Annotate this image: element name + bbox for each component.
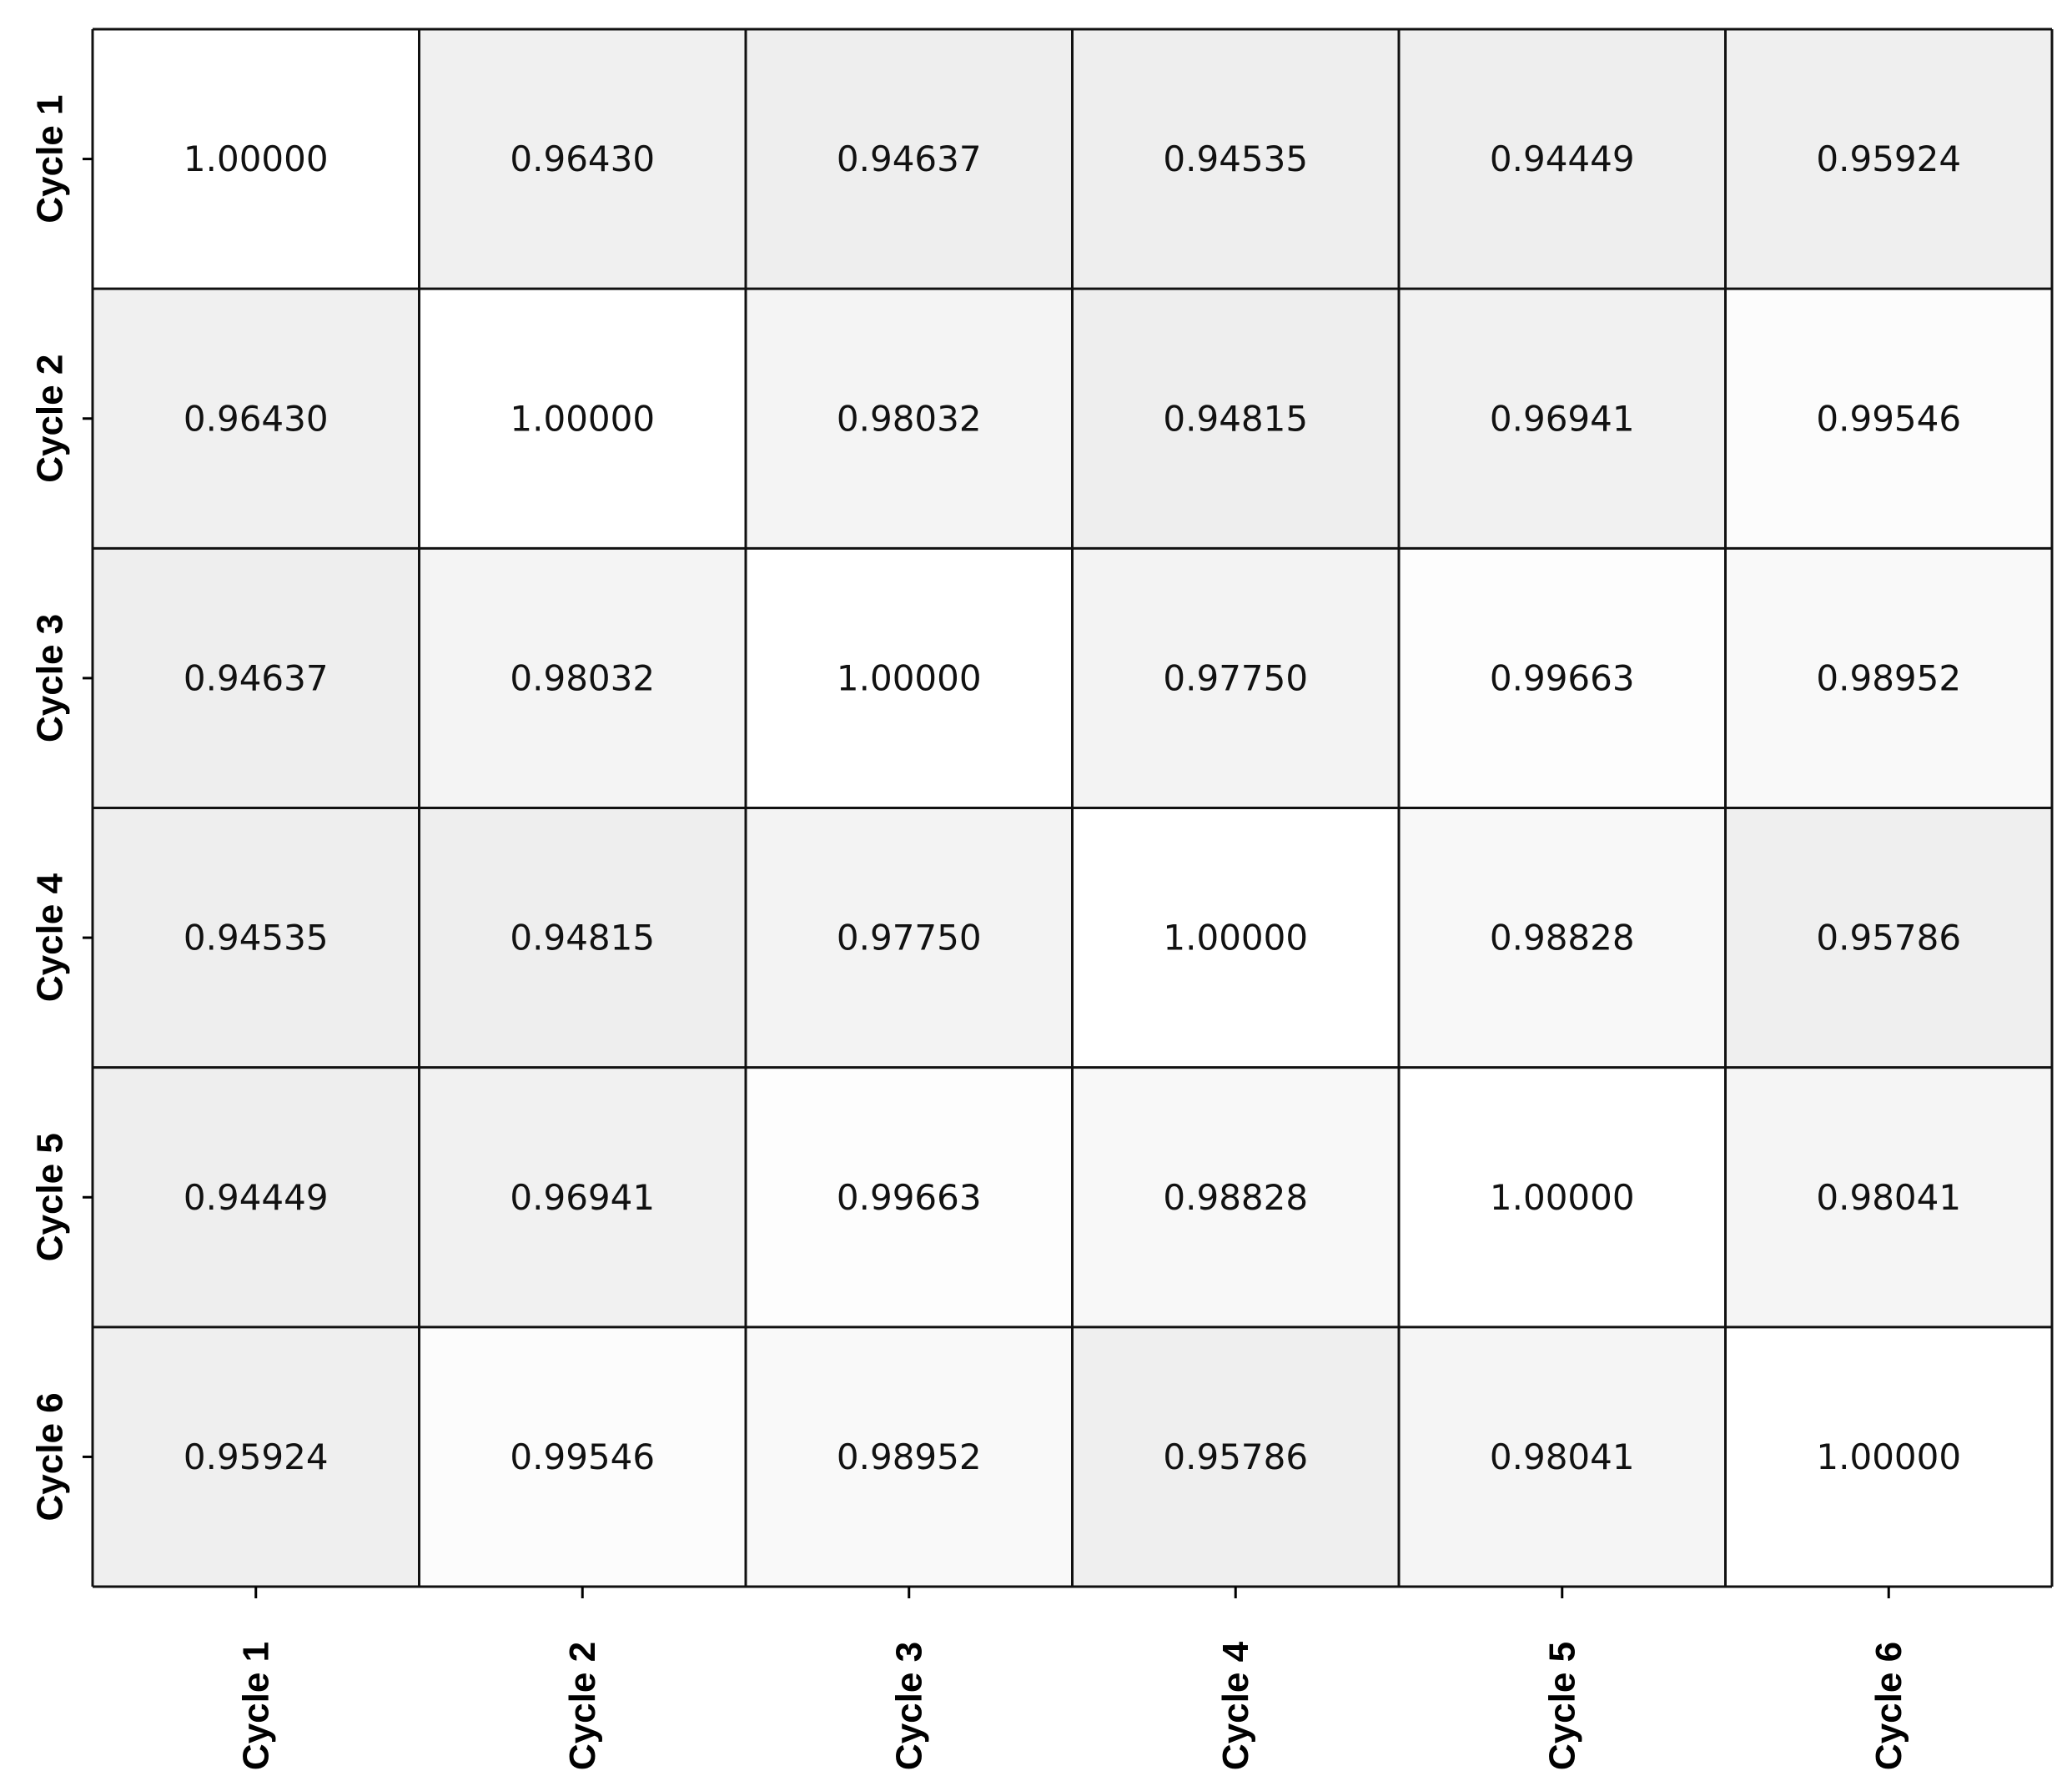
heatmap-cell-r3-c3: [746, 548, 1073, 808]
x-tick-label: Cycle 2: [562, 1642, 603, 1770]
y-tick-label: Cycle 4: [30, 873, 71, 1003]
cell-value-label-r2-c4: 0.94815: [1163, 398, 1308, 439]
heatmap-cell-r1-c4: [1072, 29, 1399, 289]
cell-value-label-r4-c2: 0.94815: [510, 918, 655, 958]
heatmap-cell-r1-c2: [419, 29, 746, 289]
heatmap-cell-r6-c4: [1072, 1326, 1399, 1587]
x-axis: Cycle 1 Cycle 2 Cycle 3 Cycle 4 Cycle 5 Cycle…: [235, 1587, 1909, 1770]
heatmap-value-labels: 1.00000 0.96430 0.94637 0.94535 0.94449 0.959…: [184, 138, 1961, 1477]
cell-value-label-r1-c1: 1.00000: [184, 138, 329, 179]
heatmap-cell-r6-c1: [93, 1326, 420, 1587]
cell-value-label-r5-c3: 0.99663: [837, 1177, 982, 1218]
heatmap-cell-r2-c3: [746, 289, 1073, 549]
heatmap-cell-r5-c2: [419, 1067, 746, 1327]
cell-value-label-r3-c4: 0.97750: [1163, 657, 1308, 698]
cell-value-label-r5-c1: 0.94449: [184, 1177, 329, 1218]
cell-value-label-r1-c2: 0.96430: [510, 138, 655, 179]
heatmap-cell-r6-c6: [1725, 1326, 2052, 1587]
heatmap-cell-r5-c3: [746, 1067, 1073, 1327]
cell-value-label-r1-c3: 0.94637: [837, 138, 982, 179]
heatmap-cell-r6-c5: [1399, 1326, 1726, 1587]
x-tick-label: Cycle 6: [1868, 1642, 1909, 1770]
heatmap-cell-r5-c5: [1399, 1067, 1726, 1327]
cell-value-label-r5-c5: 1.00000: [1490, 1177, 1635, 1218]
x-tick-label: Cycle 4: [1215, 1641, 1256, 1770]
cell-value-label-r2-c3: 0.98032: [837, 398, 982, 439]
cell-value-label-r6-c6: 1.00000: [1816, 1436, 1961, 1477]
cell-value-label-r5-c4: 0.98828: [1163, 1177, 1308, 1218]
y-tick-label: Cycle 5: [30, 1133, 71, 1261]
heatmap-cell-r6-c3: [746, 1326, 1073, 1587]
cell-value-label-r6-c2: 0.99546: [510, 1436, 655, 1477]
heatmap-cell-r5-c1: [93, 1067, 420, 1327]
cell-value-label-r6-c1: 0.95924: [184, 1436, 329, 1477]
heatmap-grid: [91, 28, 2054, 1588]
cell-value-label-r5-c2: 0.96941: [510, 1177, 655, 1218]
heatmap-cell-r4-c4: [1072, 807, 1399, 1068]
heatmap-cell-r3-c5: [1399, 548, 1726, 808]
y-tick-label: Cycle 2: [30, 355, 71, 483]
cell-value-label-r1-c4: 0.94535: [1163, 138, 1308, 179]
heatmap-cell-r2-c6: [1725, 289, 2052, 549]
cell-value-label-r3-c3: 1.00000: [837, 657, 982, 698]
cell-value-label-r1-c5: 0.94449: [1490, 138, 1635, 179]
heatmap-cell-r3-c6: [1725, 548, 2052, 808]
x-tick-label: Cycle 1: [235, 1642, 276, 1770]
cell-value-label-r2-c2: 1.00000: [510, 398, 655, 439]
y-tick-label: Cycle 3: [30, 614, 71, 742]
cell-value-label-r4-c6: 0.95786: [1816, 918, 1961, 958]
cell-value-label-r4-c5: 0.98828: [1490, 918, 1635, 958]
x-tick-label: Cycle 5: [1541, 1642, 1582, 1770]
cell-value-label-r3-c1: 0.94637: [184, 657, 329, 698]
cell-value-label-r4-c1: 0.94535: [184, 918, 329, 958]
heatmap-cell-r2-c5: [1399, 289, 1726, 549]
heatmap-cell-r2-c4: [1072, 289, 1399, 549]
heatmap-cell-r6-c2: [419, 1326, 746, 1587]
cell-value-label-r3-c2: 0.98032: [510, 657, 655, 698]
cell-value-label-r4-c4: 1.00000: [1163, 918, 1308, 958]
y-axis: Cycle 1 Cycle 2 Cycle 3 Cycle 4 Cycle 5 Cycle…: [30, 95, 93, 1521]
cell-value-label-r4-c3: 0.97750: [837, 918, 982, 958]
cell-value-label-r2-c1: 0.96430: [184, 398, 329, 439]
cell-value-label-r6-c5: 0.98041: [1490, 1436, 1635, 1477]
heatmap-cell-r4-c3: [746, 807, 1073, 1068]
heatmap-cells: [93, 29, 2052, 1587]
heatmap-cell-r2-c2: [419, 289, 746, 549]
heatmap-cell-r1-c3: [746, 29, 1073, 289]
heatmap-cell-r1-c6: [1725, 29, 2052, 289]
y-tick-label: Cycle 6: [30, 1392, 71, 1521]
heatmap-cell-r3-c4: [1072, 548, 1399, 808]
cell-value-label-r3-c5: 0.99663: [1490, 657, 1635, 698]
heatmap-cell-r4-c5: [1399, 807, 1726, 1068]
cell-value-label-r2-c5: 0.96941: [1490, 398, 1635, 439]
cell-value-label-r1-c6: 0.95924: [1816, 138, 1961, 179]
heatmap-cell-r3-c2: [419, 548, 746, 808]
heatmap-cell-r5-c6: [1725, 1067, 2052, 1327]
heatmap-cell-r1-c5: [1399, 29, 1726, 289]
heatmap-cell-r1-c1: [93, 29, 420, 289]
heatmap-cell-r4-c2: [419, 807, 746, 1068]
cell-value-label-r5-c6: 0.98041: [1816, 1177, 1961, 1218]
y-tick-label: Cycle 1: [30, 95, 71, 224]
heatmap-cell-r4-c1: [93, 807, 420, 1068]
heatmap-cell-r2-c1: [93, 289, 420, 549]
cell-value-label-r6-c3: 0.98952: [837, 1436, 982, 1477]
cell-value-label-r6-c4: 0.95786: [1163, 1436, 1308, 1477]
heatmap-cell-r3-c1: [93, 548, 420, 808]
heatmap-cell-r4-c6: [1725, 807, 2052, 1068]
cell-value-label-r2-c6: 0.99546: [1816, 398, 1961, 439]
heatmap-cell-r5-c4: [1072, 1067, 1399, 1327]
cell-value-label-r3-c6: 0.98952: [1816, 657, 1961, 698]
x-tick-label: Cycle 3: [888, 1642, 929, 1770]
